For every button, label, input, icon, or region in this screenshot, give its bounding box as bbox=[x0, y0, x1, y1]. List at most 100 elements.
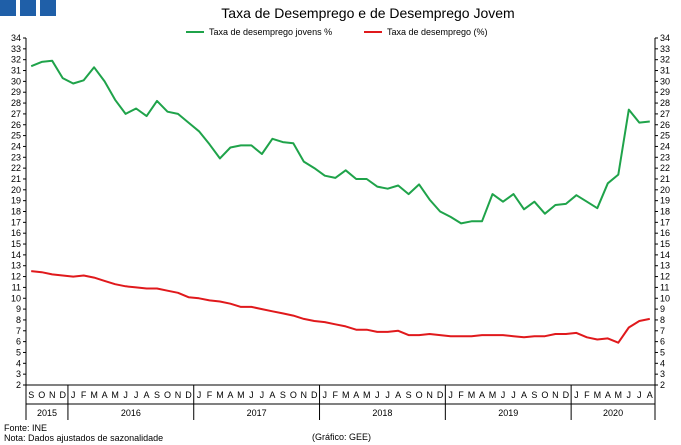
x-month-label: J bbox=[385, 390, 390, 400]
x-month-label: M bbox=[594, 390, 602, 400]
x-month-label: S bbox=[28, 390, 34, 400]
x-month-label: J bbox=[627, 390, 632, 400]
y-tick-label-left: 14 bbox=[11, 250, 21, 260]
x-month-label: D bbox=[59, 390, 66, 400]
x-month-label: J bbox=[574, 390, 579, 400]
y-tick-label-right: 6 bbox=[660, 337, 665, 347]
logo-square-3 bbox=[40, 0, 56, 16]
y-tick-label-left: 9 bbox=[16, 304, 21, 314]
y-tick-label-left: 4 bbox=[16, 358, 21, 368]
series-line-youth bbox=[30, 59, 650, 225]
x-month-label: J bbox=[323, 390, 328, 400]
y-tick-label-left: 8 bbox=[16, 315, 21, 325]
x-month-label: J bbox=[71, 390, 76, 400]
footer-credit: (Gráfico: GEE) bbox=[312, 432, 372, 442]
x-month-label: S bbox=[154, 390, 160, 400]
x-month-label: D bbox=[311, 390, 318, 400]
y-tick-label-left: 11 bbox=[12, 282, 21, 292]
y-tick-label-left: 20 bbox=[11, 185, 21, 195]
x-month-label: J bbox=[134, 390, 139, 400]
y-tick-label-left: 6 bbox=[16, 337, 21, 347]
x-month-label: M bbox=[615, 390, 623, 400]
x-month-label: A bbox=[227, 390, 233, 400]
series-layer bbox=[30, 59, 650, 344]
x-year-label: 2019 bbox=[498, 408, 518, 418]
y-tick-label-left: 32 bbox=[11, 55, 21, 65]
x-year-label: 2020 bbox=[603, 408, 623, 418]
y-tick-label-left: 26 bbox=[11, 120, 21, 130]
x-month-label: J bbox=[123, 390, 128, 400]
x-month-label: N bbox=[301, 390, 308, 400]
y-tick-label-right: 24 bbox=[660, 141, 670, 151]
y-tick-label-left: 33 bbox=[11, 44, 21, 54]
y-tick-label-right: 27 bbox=[660, 109, 670, 119]
x-month-label: A bbox=[144, 390, 150, 400]
x-month-label: N bbox=[552, 390, 559, 400]
x-month-label: N bbox=[426, 390, 433, 400]
y-tick-label-right: 9 bbox=[660, 304, 665, 314]
y-tick-label-right: 12 bbox=[660, 272, 670, 282]
y-tick-label-right: 8 bbox=[660, 315, 665, 325]
x-month-label: A bbox=[479, 390, 485, 400]
y-tick-label-right: 7 bbox=[660, 326, 665, 336]
x-month-label: F bbox=[207, 390, 213, 400]
x-year-label: 2018 bbox=[372, 408, 392, 418]
y-tick-label-left: 22 bbox=[11, 163, 21, 173]
y-tick-label-right: 19 bbox=[660, 196, 670, 206]
y-tick-label-right: 17 bbox=[660, 217, 670, 227]
x-month-label: O bbox=[290, 390, 297, 400]
y-tick-label-left: 34 bbox=[11, 33, 21, 43]
y-tick-label-right: 4 bbox=[660, 358, 665, 368]
y-tick-label-right: 16 bbox=[660, 228, 670, 238]
x-year-label: 2015 bbox=[37, 408, 57, 418]
x-month-label: O bbox=[38, 390, 45, 400]
y-tick-label-right: 15 bbox=[660, 239, 670, 249]
y-tick-label-right: 25 bbox=[660, 131, 670, 141]
y-tick-label-left: 28 bbox=[11, 98, 21, 108]
y-tick-label-left: 24 bbox=[11, 141, 21, 151]
x-month-label: J bbox=[249, 390, 254, 400]
y-tick-label-left: 18 bbox=[11, 207, 21, 217]
x-month-label: A bbox=[521, 390, 527, 400]
y-tick-label-right: 26 bbox=[660, 120, 670, 130]
y-tick-label-right: 3 bbox=[660, 369, 665, 379]
y-tick-label-right: 20 bbox=[660, 185, 670, 195]
x-month-label: S bbox=[280, 390, 286, 400]
y-tick-label-left: 30 bbox=[11, 76, 21, 86]
x-month-label: J bbox=[260, 390, 265, 400]
footer-note: Nota: Dados ajustados de sazonalidade bbox=[4, 433, 164, 443]
y-tick-label-right: 13 bbox=[660, 261, 670, 271]
x-month-label: M bbox=[363, 390, 371, 400]
y-tick-label-right: 11 bbox=[660, 282, 669, 292]
x-month-label: F bbox=[584, 390, 590, 400]
x-month-label: J bbox=[511, 390, 516, 400]
y-tick-label-left: 25 bbox=[11, 131, 21, 141]
x-month-label: F bbox=[458, 390, 464, 400]
x-month-label: A bbox=[605, 390, 611, 400]
y-tick-label-left: 13 bbox=[11, 261, 21, 271]
legend-label-youth: Taxa de desemprego jovens % bbox=[209, 27, 332, 37]
y-tick-label-right: 34 bbox=[660, 33, 670, 43]
legend: Taxa de desemprego jovens % Taxa de dese… bbox=[186, 27, 488, 37]
y-tick-label-left: 23 bbox=[11, 152, 21, 162]
x-month-label: M bbox=[111, 390, 119, 400]
y-tick-label-right: 29 bbox=[660, 87, 670, 97]
y-tick-label-right: 14 bbox=[660, 250, 670, 260]
x-month-label: A bbox=[647, 390, 653, 400]
y-tick-label-right: 30 bbox=[660, 76, 670, 86]
y-tick-label-left: 17 bbox=[11, 217, 21, 227]
y-tick-label-left: 16 bbox=[11, 228, 21, 238]
x-month-label: J bbox=[448, 390, 453, 400]
y-tick-label-right: 22 bbox=[660, 163, 670, 173]
x-month-label: M bbox=[90, 390, 98, 400]
y-tick-label-right: 21 bbox=[660, 174, 670, 184]
x-month-label: J bbox=[637, 390, 642, 400]
x-month-label: M bbox=[489, 390, 497, 400]
legend-label-total: Taxa de desemprego (%) bbox=[387, 27, 488, 37]
x-month-label: N bbox=[49, 390, 56, 400]
logo-square-1 bbox=[0, 0, 16, 16]
series-line-total bbox=[31, 270, 650, 344]
x-month-label: M bbox=[237, 390, 245, 400]
